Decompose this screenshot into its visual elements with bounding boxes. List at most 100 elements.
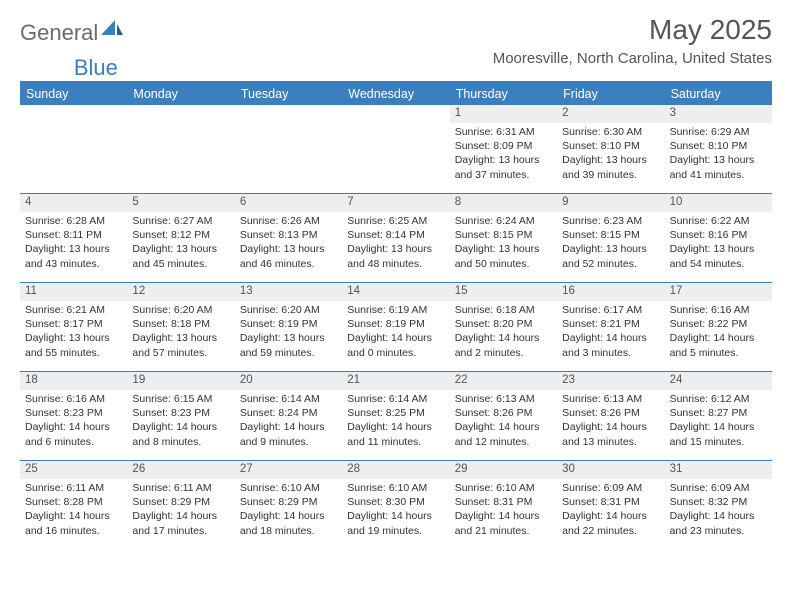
sunset-text: Sunset: 8:24 PM bbox=[240, 406, 337, 420]
daylight-text: Daylight: 14 hours and 22 minutes. bbox=[562, 509, 659, 537]
day-details: Sunrise: 6:20 AMSunset: 8:18 PMDaylight:… bbox=[127, 301, 234, 364]
calendar-cell: 25Sunrise: 6:11 AMSunset: 8:28 PMDayligh… bbox=[20, 461, 127, 549]
day-number bbox=[235, 105, 342, 123]
daylight-text: Daylight: 14 hours and 8 minutes. bbox=[132, 420, 229, 448]
daylight-text: Daylight: 14 hours and 17 minutes. bbox=[132, 509, 229, 537]
daylight-text: Daylight: 13 hours and 54 minutes. bbox=[670, 242, 767, 270]
sunrise-text: Sunrise: 6:31 AM bbox=[455, 125, 552, 139]
day-number: 21 bbox=[342, 372, 449, 390]
sunrise-text: Sunrise: 6:26 AM bbox=[240, 214, 337, 228]
page-subtitle: Mooresville, North Carolina, United Stat… bbox=[493, 50, 772, 67]
weekday-header: Sunday Monday Tuesday Wednesday Thursday… bbox=[20, 83, 772, 105]
day-details: Sunrise: 6:11 AMSunset: 8:28 PMDaylight:… bbox=[20, 479, 127, 542]
day-number: 19 bbox=[127, 372, 234, 390]
sunset-text: Sunset: 8:11 PM bbox=[25, 228, 122, 242]
sunset-text: Sunset: 8:18 PM bbox=[132, 317, 229, 331]
calendar-cell: 17Sunrise: 6:16 AMSunset: 8:22 PMDayligh… bbox=[665, 283, 772, 371]
daylight-text: Daylight: 13 hours and 48 minutes. bbox=[347, 242, 444, 270]
day-number: 17 bbox=[665, 283, 772, 301]
weekday-label: Sunday bbox=[20, 83, 127, 105]
weekday-label: Saturday bbox=[665, 83, 772, 105]
day-details: Sunrise: 6:22 AMSunset: 8:16 PMDaylight:… bbox=[665, 212, 772, 275]
day-number: 1 bbox=[450, 105, 557, 123]
sunset-text: Sunset: 8:16 PM bbox=[670, 228, 767, 242]
sunset-text: Sunset: 8:29 PM bbox=[132, 495, 229, 509]
calendar-cell: 2Sunrise: 6:30 AMSunset: 8:10 PMDaylight… bbox=[557, 105, 664, 193]
sunrise-text: Sunrise: 6:28 AM bbox=[25, 214, 122, 228]
daylight-text: Daylight: 14 hours and 5 minutes. bbox=[670, 331, 767, 359]
calendar-cell: 24Sunrise: 6:12 AMSunset: 8:27 PMDayligh… bbox=[665, 372, 772, 460]
calendar-cell: 27Sunrise: 6:10 AMSunset: 8:29 PMDayligh… bbox=[235, 461, 342, 549]
daylight-text: Daylight: 13 hours and 39 minutes. bbox=[562, 153, 659, 181]
sunrise-text: Sunrise: 6:29 AM bbox=[670, 125, 767, 139]
day-number bbox=[20, 105, 127, 123]
day-details: Sunrise: 6:10 AMSunset: 8:29 PMDaylight:… bbox=[235, 479, 342, 542]
day-details: Sunrise: 6:13 AMSunset: 8:26 PMDaylight:… bbox=[557, 390, 664, 453]
daylight-text: Daylight: 13 hours and 43 minutes. bbox=[25, 242, 122, 270]
sunrise-text: Sunrise: 6:24 AM bbox=[455, 214, 552, 228]
calendar-cell: 18Sunrise: 6:16 AMSunset: 8:23 PMDayligh… bbox=[20, 372, 127, 460]
day-number: 13 bbox=[235, 283, 342, 301]
calendar-cell bbox=[235, 105, 342, 193]
sunset-text: Sunset: 8:15 PM bbox=[562, 228, 659, 242]
sunset-text: Sunset: 8:20 PM bbox=[455, 317, 552, 331]
sunset-text: Sunset: 8:19 PM bbox=[240, 317, 337, 331]
sunrise-text: Sunrise: 6:11 AM bbox=[132, 481, 229, 495]
calendar-week: 1Sunrise: 6:31 AMSunset: 8:09 PMDaylight… bbox=[20, 105, 772, 193]
logo-text-1: General bbox=[20, 20, 98, 46]
daylight-text: Daylight: 14 hours and 9 minutes. bbox=[240, 420, 337, 448]
calendar-cell bbox=[342, 105, 449, 193]
sunrise-text: Sunrise: 6:13 AM bbox=[562, 392, 659, 406]
calendar: Sunday Monday Tuesday Wednesday Thursday… bbox=[20, 81, 772, 549]
sunset-text: Sunset: 8:27 PM bbox=[670, 406, 767, 420]
day-details: Sunrise: 6:16 AMSunset: 8:22 PMDaylight:… bbox=[665, 301, 772, 364]
sunset-text: Sunset: 8:19 PM bbox=[347, 317, 444, 331]
day-details: Sunrise: 6:09 AMSunset: 8:32 PMDaylight:… bbox=[665, 479, 772, 542]
sunset-text: Sunset: 8:26 PM bbox=[455, 406, 552, 420]
sunset-text: Sunset: 8:13 PM bbox=[240, 228, 337, 242]
day-details: Sunrise: 6:25 AMSunset: 8:14 PMDaylight:… bbox=[342, 212, 449, 275]
daylight-text: Daylight: 14 hours and 11 minutes. bbox=[347, 420, 444, 448]
day-number: 10 bbox=[665, 194, 772, 212]
day-number: 24 bbox=[665, 372, 772, 390]
daylight-text: Daylight: 13 hours and 52 minutes. bbox=[562, 242, 659, 270]
day-number: 3 bbox=[665, 105, 772, 123]
sunset-text: Sunset: 8:29 PM bbox=[240, 495, 337, 509]
sunset-text: Sunset: 8:21 PM bbox=[562, 317, 659, 331]
day-details: Sunrise: 6:19 AMSunset: 8:19 PMDaylight:… bbox=[342, 301, 449, 364]
day-details: Sunrise: 6:11 AMSunset: 8:29 PMDaylight:… bbox=[127, 479, 234, 542]
day-number: 26 bbox=[127, 461, 234, 479]
daylight-text: Daylight: 14 hours and 19 minutes. bbox=[347, 509, 444, 537]
sunset-text: Sunset: 8:15 PM bbox=[455, 228, 552, 242]
calendar-cell: 7Sunrise: 6:25 AMSunset: 8:14 PMDaylight… bbox=[342, 194, 449, 282]
daylight-text: Daylight: 14 hours and 16 minutes. bbox=[25, 509, 122, 537]
day-number: 2 bbox=[557, 105, 664, 123]
sunrise-text: Sunrise: 6:12 AM bbox=[670, 392, 767, 406]
daylight-text: Daylight: 13 hours and 41 minutes. bbox=[670, 153, 767, 181]
calendar-cell: 1Sunrise: 6:31 AMSunset: 8:09 PMDaylight… bbox=[450, 105, 557, 193]
daylight-text: Daylight: 14 hours and 2 minutes. bbox=[455, 331, 552, 359]
sunset-text: Sunset: 8:17 PM bbox=[25, 317, 122, 331]
sunrise-text: Sunrise: 6:18 AM bbox=[455, 303, 552, 317]
sunset-text: Sunset: 8:26 PM bbox=[562, 406, 659, 420]
logo-sail-icon bbox=[101, 20, 123, 36]
calendar-cell: 22Sunrise: 6:13 AMSunset: 8:26 PMDayligh… bbox=[450, 372, 557, 460]
day-details: Sunrise: 6:16 AMSunset: 8:23 PMDaylight:… bbox=[20, 390, 127, 453]
sunrise-text: Sunrise: 6:13 AM bbox=[455, 392, 552, 406]
calendar-cell: 11Sunrise: 6:21 AMSunset: 8:17 PMDayligh… bbox=[20, 283, 127, 371]
sunset-text: Sunset: 8:25 PM bbox=[347, 406, 444, 420]
calendar-cell bbox=[20, 105, 127, 193]
day-number: 7 bbox=[342, 194, 449, 212]
weekday-label: Monday bbox=[127, 83, 234, 105]
sunrise-text: Sunrise: 6:09 AM bbox=[670, 481, 767, 495]
calendar-cell: 13Sunrise: 6:20 AMSunset: 8:19 PMDayligh… bbox=[235, 283, 342, 371]
day-number bbox=[127, 105, 234, 123]
day-number: 5 bbox=[127, 194, 234, 212]
calendar-body: 1Sunrise: 6:31 AMSunset: 8:09 PMDaylight… bbox=[20, 105, 772, 549]
day-number: 28 bbox=[342, 461, 449, 479]
day-number: 12 bbox=[127, 283, 234, 301]
day-number: 14 bbox=[342, 283, 449, 301]
sunrise-text: Sunrise: 6:20 AM bbox=[132, 303, 229, 317]
calendar-cell: 30Sunrise: 6:09 AMSunset: 8:31 PMDayligh… bbox=[557, 461, 664, 549]
calendar-cell: 19Sunrise: 6:15 AMSunset: 8:23 PMDayligh… bbox=[127, 372, 234, 460]
